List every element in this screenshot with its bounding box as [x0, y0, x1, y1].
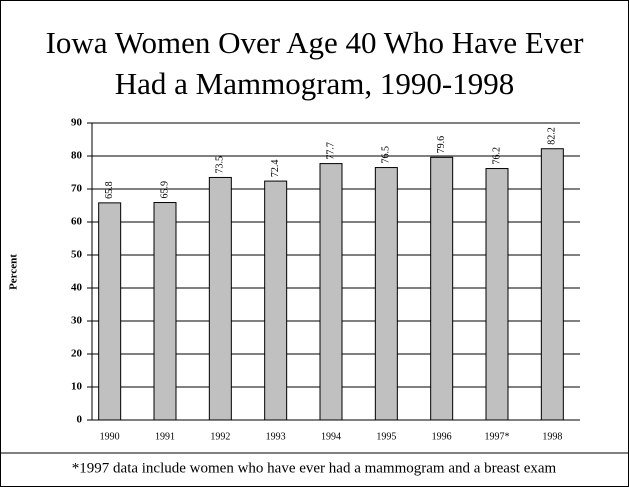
chart-title: Iowa Women Over Age 40 Who Have Ever Had…: [45, 25, 584, 101]
y-tick-label: 0: [77, 414, 83, 426]
x-tick-label: 1998: [542, 431, 562, 442]
y-tick-label: 70: [71, 183, 83, 195]
value-label: 79.6: [436, 136, 447, 154]
bar: [208, 176, 232, 421]
y-tick-label: 10: [71, 381, 83, 393]
value-label: 65.8: [104, 181, 115, 199]
x-tick-label: 1990: [100, 431, 120, 442]
bar: [485, 168, 509, 421]
x-tick-label: 1994: [321, 431, 341, 442]
x-tick-label: 1997*: [485, 431, 510, 442]
value-label: 76.5: [381, 146, 392, 164]
footnote: *1997 data include women who have ever h…: [72, 460, 557, 476]
bar: [374, 167, 398, 421]
bar: [153, 202, 177, 421]
y-tick-label: 30: [71, 315, 83, 327]
y-axis-label: Percent: [8, 254, 20, 290]
x-tick-label: 1995: [376, 431, 396, 442]
y-tick-label: 60: [71, 216, 83, 228]
value-label: 82.2: [547, 127, 558, 145]
y-tick-label: 40: [71, 282, 83, 294]
bar: [319, 163, 343, 421]
value-label: 76.2: [491, 147, 502, 165]
bar: [540, 148, 564, 421]
y-tick-label: 50: [71, 249, 83, 261]
y-tick-label: 90: [71, 117, 83, 129]
bar: [430, 156, 454, 421]
y-tick-label: 80: [71, 150, 83, 162]
x-tick-label: 1991: [155, 431, 175, 442]
value-label: 72.4: [270, 160, 281, 178]
value-label: 65.9: [159, 181, 170, 199]
value-label: 77.7: [325, 142, 336, 160]
bar: [98, 202, 122, 421]
bar: [264, 180, 288, 421]
x-tick-label: 1996: [432, 431, 452, 442]
value-label: 73.5: [215, 156, 226, 174]
x-tick-label: 1992: [210, 431, 230, 442]
y-tick-label: 20: [71, 348, 83, 360]
x-tick-label: 1993: [266, 431, 286, 442]
